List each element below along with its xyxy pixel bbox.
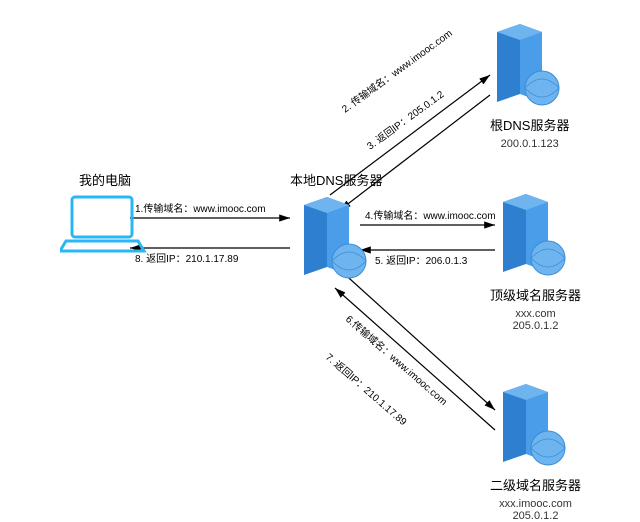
edge-label-e1: 1.传输域名：www.imooc.com xyxy=(135,202,266,215)
server-icon xyxy=(498,190,573,280)
node-local-dns: 本地DNS服务器 xyxy=(290,170,382,288)
edge-label-e4: 4.传输域名：www.imooc.com xyxy=(365,209,496,222)
node-my-computer: 我的电脑 xyxy=(60,170,150,263)
edge-e7 xyxy=(335,288,495,430)
edge-label-e2: 2. 传输域名：www.imooc.com xyxy=(339,27,455,116)
node-auth-dns: 二级域名服务器 xxx.imooc.com 205.0.1.2 xyxy=(490,380,581,522)
edge-label-e5: 5. 返回IP：206.0.1.3 xyxy=(375,255,468,267)
node-label: 二级域名服务器 xyxy=(490,475,581,494)
server-icon xyxy=(492,20,567,110)
node-label: 根DNS服务器 xyxy=(490,115,569,134)
node-sublabel: 200.0.1.123 xyxy=(490,138,569,150)
edge-label-e3: 3. 返回IP：205.0.1.2 xyxy=(365,88,447,152)
node-label: 我的电脑 xyxy=(60,170,150,189)
edge-label-e7: 7. 返回IP：210.1.17.89 xyxy=(323,351,409,428)
laptop-icon xyxy=(60,193,150,258)
server-icon xyxy=(498,380,573,470)
node-label: 本地DNS服务器 xyxy=(290,170,382,189)
node-sublabel-2: 205.0.1.2 xyxy=(490,510,581,522)
node-root-dns: 根DNS服务器 200.0.1.123 xyxy=(490,20,569,150)
node-sublabel: xxx.com xyxy=(490,308,581,320)
edge-label-e8: 8. 返回IP：210.1.17.89 xyxy=(135,253,239,265)
edge-label-e6: 6.传输域名：www.imooc.com xyxy=(343,312,450,407)
node-tld-dns: 顶级域名服务器 xxx.com 205.0.1.2 xyxy=(490,190,581,332)
node-sublabel-2: 205.0.1.2 xyxy=(490,320,581,332)
server-icon xyxy=(299,193,374,283)
node-label: 顶级域名服务器 xyxy=(490,285,581,304)
edge-e6 xyxy=(340,270,495,410)
